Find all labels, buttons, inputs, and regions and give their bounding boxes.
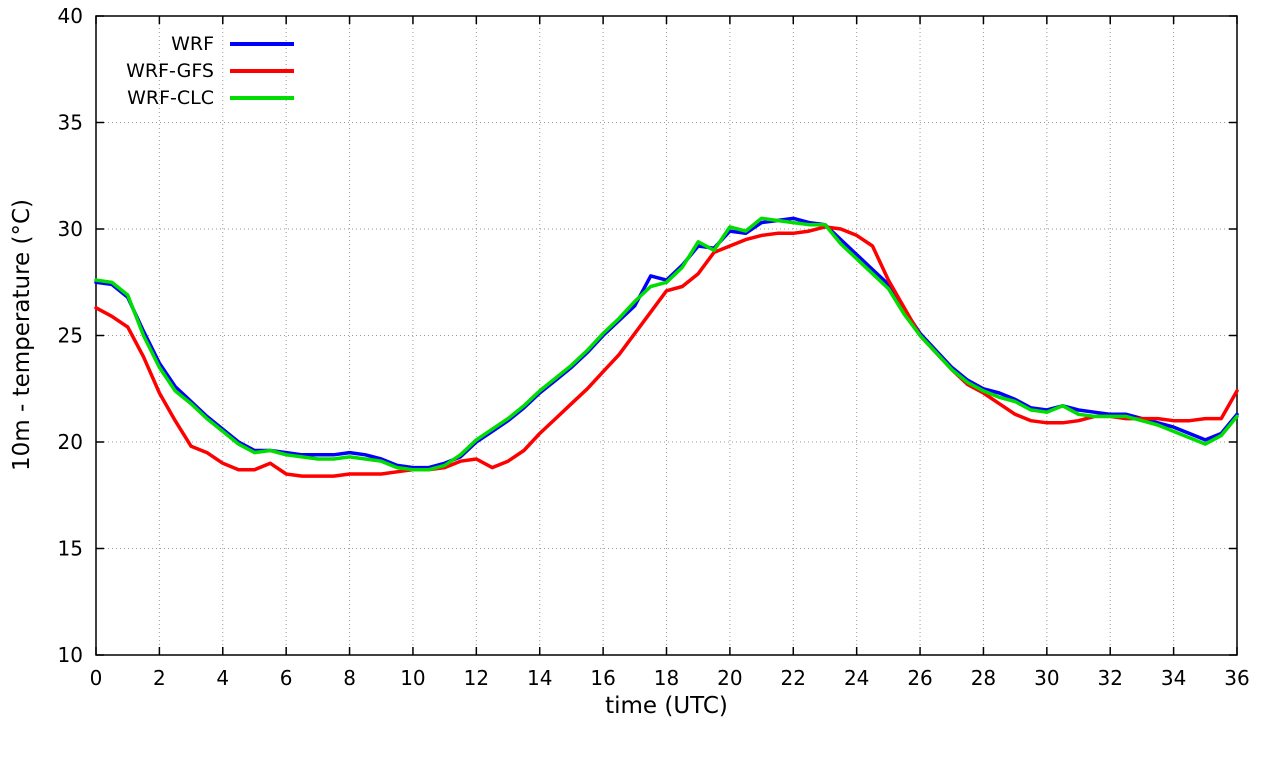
y-tick-label: 15	[58, 537, 83, 561]
legend-item-wrf-clc: WRF-CLC	[98, 84, 294, 111]
y-tick-label: 35	[58, 111, 83, 135]
x-tick-label: 0	[90, 666, 103, 690]
legend-line-sample-wrf-clc	[230, 95, 294, 100]
y-tick-label: 25	[58, 324, 83, 348]
series-line-wrf-clc	[94, 216, 1239, 472]
x-tick-label: 30	[1034, 666, 1059, 690]
legend: WRF WRF-GFS WRF-CLC	[98, 30, 294, 111]
x-tick-label: 2	[153, 666, 166, 690]
x-tick-label: 10	[400, 666, 425, 690]
x-tick-label: 8	[343, 666, 356, 690]
x-tick-label: 6	[280, 666, 293, 690]
x-tick-label: 26	[907, 666, 932, 690]
legend-label-wrf: WRF	[171, 32, 214, 55]
legend-item-wrf-gfs: WRF-GFS	[98, 57, 294, 84]
x-tick-label: 36	[1224, 666, 1249, 690]
series-line-wrf-gfs	[94, 225, 1239, 478]
y-tick-label: 40	[58, 4, 83, 28]
y-tick-label: 30	[58, 217, 83, 241]
series-line-wrf	[94, 216, 1239, 470]
x-tick-label: 18	[654, 666, 679, 690]
x-tick-label: 28	[971, 666, 996, 690]
legend-line-sample-wrf	[230, 41, 294, 46]
y-tick-label: 20	[58, 430, 83, 454]
y-tick-label: 10	[58, 643, 83, 667]
x-tick-label: 4	[216, 666, 229, 690]
y-axis-title: 10m - temperature (°C)	[9, 199, 35, 471]
legend-label-wrf-gfs: WRF-GFS	[126, 59, 214, 82]
x-tick-label: 32	[1097, 666, 1122, 690]
x-tick-label: 22	[781, 666, 806, 690]
x-axis-title: time (UTC)	[605, 693, 728, 719]
x-tick-label: 20	[717, 666, 742, 690]
x-tick-label: 14	[527, 666, 552, 690]
x-tick-label: 34	[1161, 666, 1186, 690]
legend-item-wrf: WRF	[98, 30, 294, 57]
x-tick-label: 24	[844, 666, 869, 690]
legend-label-wrf-clc: WRF-CLC	[127, 86, 214, 109]
x-tick-label: 12	[464, 666, 489, 690]
x-tick-label: 16	[590, 666, 615, 690]
legend-line-sample-wrf-gfs	[230, 68, 294, 73]
plot-border	[95, 15, 1238, 656]
